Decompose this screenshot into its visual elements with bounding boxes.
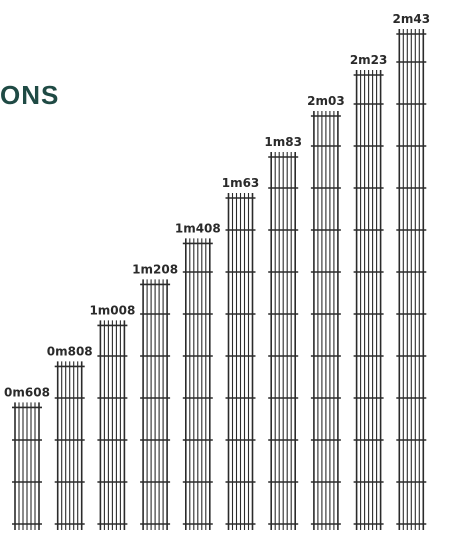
page-title: ONS <box>0 80 60 110</box>
fence-panel <box>140 279 171 530</box>
fence-panel <box>353 70 384 530</box>
fence-panel <box>54 361 85 530</box>
panel-height-label: 2m43 <box>393 12 431 26</box>
fence-panel <box>310 111 341 530</box>
fence-panel <box>12 402 42 530</box>
panel-height-label: 1m008 <box>89 303 135 317</box>
panel-height-label: 1m408 <box>175 221 221 235</box>
fence-panel <box>225 193 256 530</box>
panel-height-label: 2m03 <box>307 94 345 108</box>
panel-height-label: 0m608 <box>4 385 50 399</box>
panel-height-label: 2m23 <box>350 53 388 67</box>
fence-panel <box>97 320 128 530</box>
fence-panel <box>182 238 213 530</box>
panel-height-label: 1m63 <box>222 176 260 190</box>
fence-panel <box>268 152 299 530</box>
panel-height-label: 1m208 <box>132 262 178 276</box>
panel-height-label: 0m808 <box>47 344 93 358</box>
panel-height-label: 1m83 <box>264 135 302 149</box>
fence-panel <box>396 29 427 530</box>
